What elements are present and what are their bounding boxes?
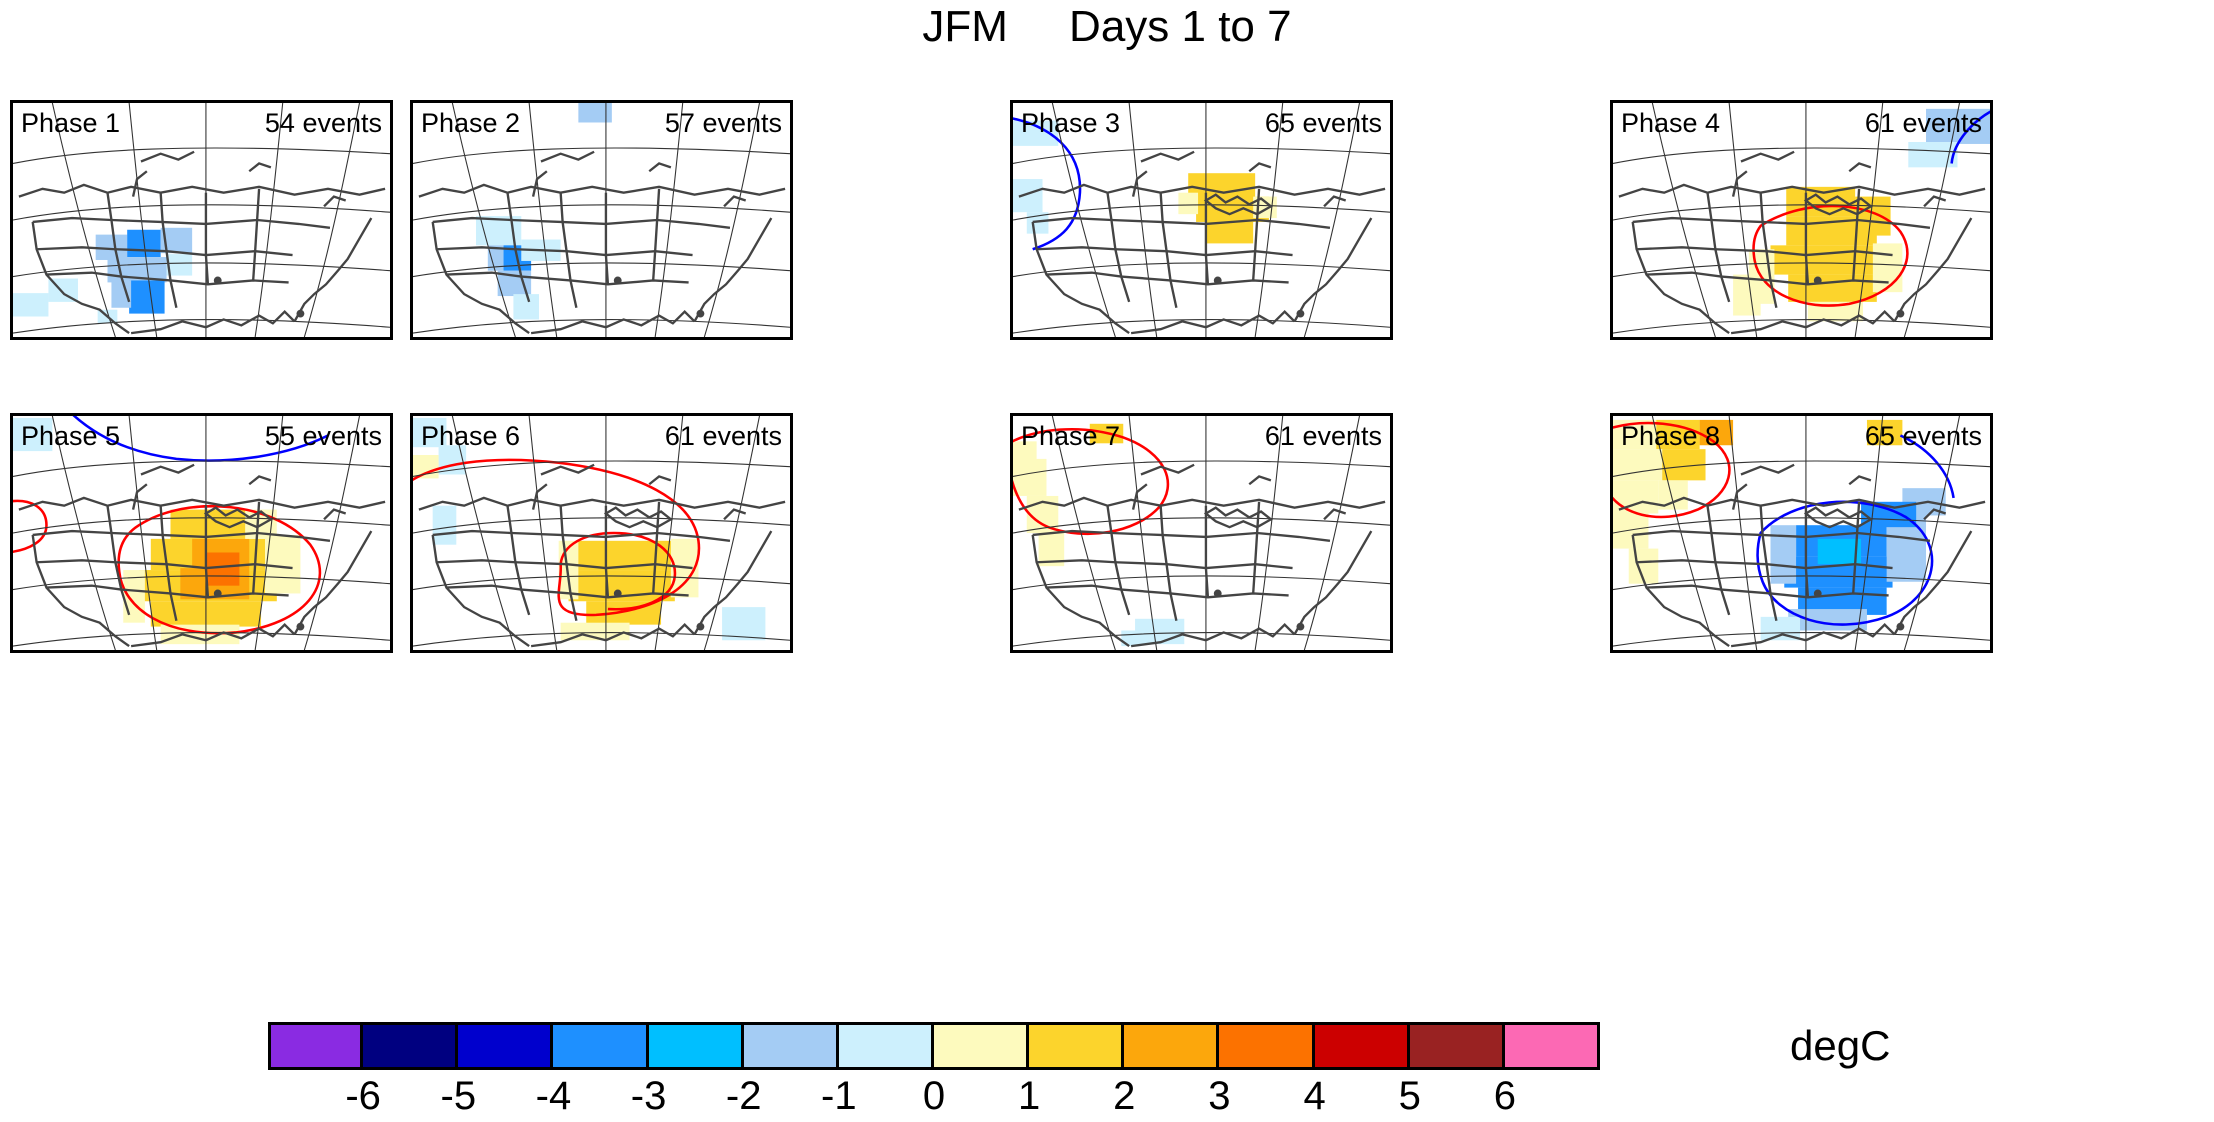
graticule [13,416,390,650]
panel-label: Phase 4 [1621,108,1721,138]
map-graphic-phase-3 [1013,103,1390,337]
colorbar-swatch [838,1022,934,1070]
panel-event-count: 61 events [664,421,782,451]
graticule [413,103,790,337]
negative-contour [72,416,329,462]
negative-contour [1013,117,1082,251]
coastlines-and-borders [1618,150,1986,335]
positive-contour [1613,421,1731,519]
map-panel-phase-6[interactable]: Phase 6 61 events [410,413,793,653]
map-panel-phase-8[interactable]: Phase 8 65 events [1610,413,1993,653]
coastlines-and-borders [1018,150,1386,335]
map-graphic-phase-7 [1013,416,1390,650]
colorbar-tick-label: 4 [1303,1074,1326,1118]
coastlines-and-borders [418,150,786,335]
colorbar-swatch [363,1022,459,1070]
colorbar-tick-label: -2 [725,1074,762,1118]
negative-contour-ne [1899,434,1955,499]
map-panel-phase-5[interactable]: Phase 5 55 events [10,413,393,653]
map-panel-phase-7[interactable]: Phase 7 61 events [1010,413,1393,653]
colorbar-tick-label: -5 [440,1074,477,1118]
colorbar-tick-label: -6 [345,1074,381,1118]
colorbar-swatch [648,1022,744,1070]
positive-contour-west [13,499,48,553]
map-panel-phase-1[interactable]: Phase 1 54 events [10,100,393,340]
positive-contour [1752,204,1909,307]
colorbar-tick-label: -3 [630,1074,667,1118]
colorbar-swatch [1409,1022,1505,1070]
significance-contours [13,416,329,635]
map-panel-phase-4[interactable]: Phase 4 61 events [1610,100,1993,340]
coastlines-and-borders [18,150,386,335]
positive-contour-inner [559,531,677,611]
colorbar-tick-label: 6 [1493,1074,1516,1118]
colorbar-tick-label: -4 [535,1074,572,1118]
colorbar-swatch [268,1022,364,1070]
coastlines-and-borders [418,463,786,648]
colorbar-tick-label: 2 [1113,1074,1136,1118]
map-panel-phase-3[interactable]: Phase 3 65 events [1010,100,1393,340]
panel-event-count: 65 events [1264,108,1382,138]
colorbar[interactable] [268,1022,1600,1070]
graticule [1013,416,1390,650]
significance-contours [1013,427,1170,536]
colorbar-tick-label: 5 [1398,1074,1421,1118]
map-graphic-phase-4 [1613,103,1990,337]
significance-contours [1013,117,1082,251]
map-panel-phase-2[interactable]: Phase 2 57 events [410,100,793,340]
panel-event-count: 61 events [1864,108,1982,138]
graticule [13,103,390,337]
colorbar-swatch [1124,1022,1220,1070]
panel-label: Phase 6 [421,421,521,451]
colorbar-swatch [458,1022,554,1070]
colorbar-swatch [553,1022,649,1070]
panel-label: Phase 5 [21,421,121,451]
colorbar-swatch [1219,1022,1315,1070]
panel-event-count: 61 events [1264,421,1382,451]
figure-title: JFM Days 1 to 7 [922,2,1292,51]
panel-label: Phase 2 [421,108,521,138]
graticule [1613,416,1990,650]
colorbar-swatch [933,1022,1030,1070]
map-graphic-phase-8 [1613,416,1990,650]
map-graphic-phase-5 [13,416,390,650]
map-graphic-phase-2 [413,103,790,337]
panel-label: Phase 3 [1021,108,1121,138]
colorbar-swatch [743,1022,839,1070]
coastlines-and-borders [1018,463,1386,648]
colorbar-units-label: degC [1790,1022,1891,1069]
coastlines-and-borders [18,463,386,648]
coastlines-and-borders [1618,463,1986,648]
colorbar-swatch [1504,1022,1600,1070]
panel-event-count: 57 events [664,108,782,138]
panel-label: Phase 7 [1021,421,1121,451]
positive-contour [1013,427,1170,536]
significance-contours [1752,110,1990,307]
map-graphic-phase-1 [13,103,390,337]
colorbar-tick-label: 1 [1018,1074,1041,1118]
colorbar-swatch [1314,1022,1410,1070]
panel-label: Phase 1 [21,108,121,138]
panel-event-count: 55 events [264,421,382,451]
colorbar-tick-label: -1 [821,1074,857,1118]
colorbar-tick-label: 3 [1208,1074,1231,1118]
negative-contour [1950,110,1990,164]
panel-event-count: 65 events [1864,421,1982,451]
colorbar-swatch [1029,1022,1125,1070]
panel-label: Phase 8 [1621,421,1721,451]
panel-event-count: 54 events [264,108,382,138]
positive-contour [117,504,322,635]
map-graphic-phase-6 [413,416,790,650]
colorbar-tick-label: 0 [922,1074,946,1118]
